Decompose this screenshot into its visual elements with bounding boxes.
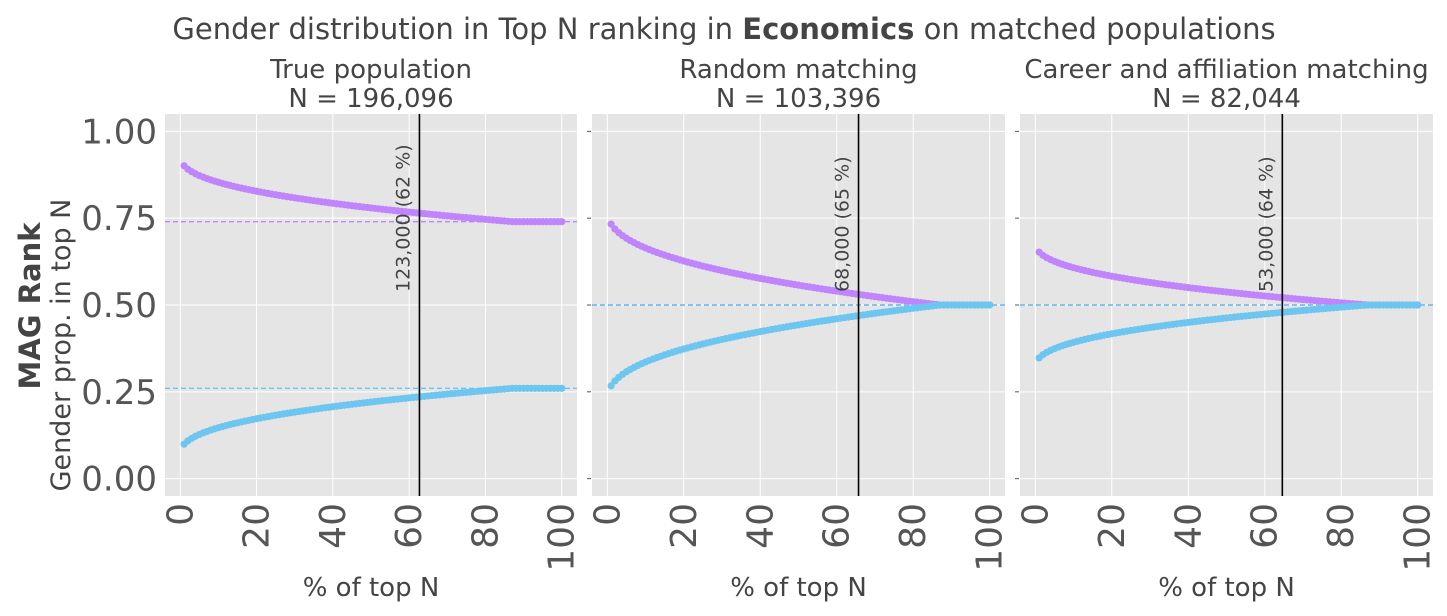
panel-subtitle: N = 82,044 (1152, 84, 1301, 114)
x-axis-label: % of top N (303, 573, 440, 603)
panel-title: True population (269, 55, 472, 85)
y-tick-label: 0.00 (81, 460, 157, 500)
x-tick-label: 80 (893, 503, 934, 549)
figure-title: Gender distribution in Top N ranking in … (172, 12, 1275, 46)
panel-1: 0.00 0.25 0.50 0.75 1.00 0 20 40 60 80 100 % of top… (81, 55, 582, 603)
x-tick-label: 60 (1245, 503, 1286, 549)
panel-subtitle: N = 196,096 (288, 84, 453, 114)
x-tick-label: 60 (389, 503, 430, 549)
x-tick-label: 20 (664, 503, 705, 549)
x-tick-label: 60 (817, 503, 858, 549)
x-tick-label: 80 (1321, 503, 1362, 549)
series-blue (607, 301, 994, 390)
series-purple (607, 220, 994, 309)
y-tick-label: 0.75 (81, 199, 157, 239)
x-tick-label: 80 (465, 503, 506, 549)
panel-3: 0 20 40 60 80 100 % of top N Career and affilia… (1015, 55, 1439, 603)
data-point (1414, 301, 1422, 309)
data-point (607, 382, 615, 390)
x-tick-label: 100 (542, 503, 583, 572)
y-tick-label: 1.00 (81, 112, 157, 152)
data-point (558, 218, 566, 226)
data-point (986, 301, 994, 309)
threshold-label: 123,000 (62 %) (392, 144, 414, 292)
x-tick-label: 40 (1168, 503, 1209, 549)
data-point (558, 384, 566, 392)
panel-title: Random matching (679, 55, 917, 85)
y-tick-label: 0.25 (81, 373, 157, 413)
x-tick-label: 100 (1398, 503, 1439, 572)
x-axis-label: % of top N (730, 573, 867, 603)
series-blue (180, 384, 566, 448)
x-tick-label: 20 (1092, 503, 1133, 549)
threshold-label: 68,000 (65 %) (832, 156, 854, 292)
series-blue (1035, 301, 1422, 362)
panel-subtitle: N = 103,396 (716, 84, 881, 114)
x-tick-label: 0 (587, 503, 628, 526)
x-tick-label: 100 (970, 503, 1011, 572)
panel-title: Career and affiliation matching (1024, 55, 1428, 85)
x-tick-label: 20 (237, 503, 278, 549)
x-tick-label: 0 (160, 503, 201, 526)
x-tick-label: 40 (740, 503, 781, 549)
threshold-label: 53,000 (64 %) (1255, 156, 1277, 292)
x-tick-label: 40 (313, 503, 354, 549)
series-purple (180, 162, 566, 226)
y-axis-main-label: MAG Rank (13, 222, 47, 390)
x-tick-label: 0 (1015, 503, 1056, 526)
y-axis-label: Gender prop. in top N (46, 199, 77, 492)
y-tick-label: 0.50 (81, 286, 157, 326)
x-axis-label: % of top N (1158, 573, 1295, 603)
data-point (607, 220, 615, 228)
